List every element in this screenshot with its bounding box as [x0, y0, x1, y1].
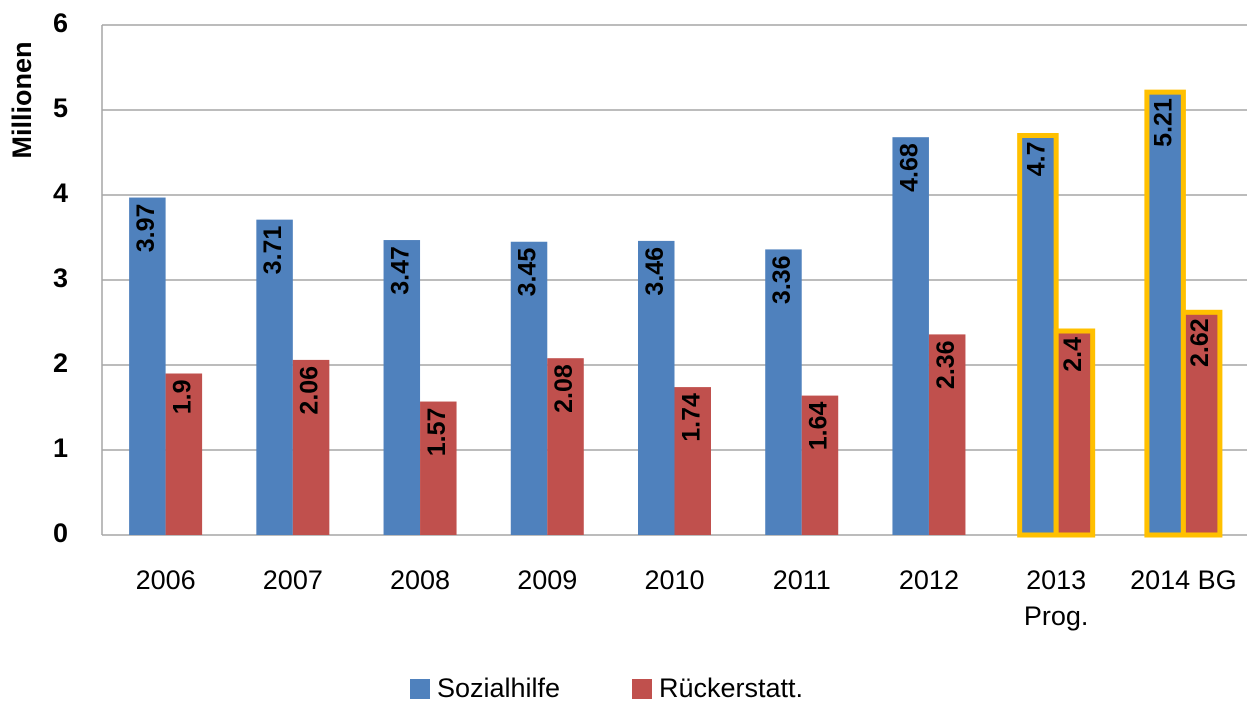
y-tick-label: 3 — [53, 263, 68, 293]
x-tick-label: 2011 — [772, 565, 831, 595]
value-label: 3.97 — [132, 204, 160, 253]
value-label: 2.4 — [1059, 337, 1087, 372]
bar — [547, 358, 584, 535]
legend-swatch — [410, 679, 430, 699]
x-tick-label: 2007 — [262, 565, 323, 595]
value-label: 3.46 — [641, 247, 669, 296]
x-tick-label: 2013 Prog. — [1023, 565, 1089, 631]
value-label: 2.62 — [1186, 318, 1214, 367]
y-tick-label: 2 — [53, 348, 68, 378]
value-label: 2.08 — [550, 364, 578, 413]
value-label: 1.64 — [805, 402, 833, 451]
value-label: 5.21 — [1150, 98, 1178, 147]
legend-swatch — [632, 679, 652, 699]
value-label: 3.71 — [259, 226, 287, 275]
y-tick-label: 1 — [53, 433, 68, 463]
bar — [1017, 133, 1059, 538]
y-tick-label: 6 — [53, 8, 68, 38]
bar — [383, 240, 421, 536]
x-tick-label: 2009 — [517, 565, 578, 595]
bar — [292, 359, 330, 535]
bar — [674, 387, 711, 535]
bar — [765, 249, 802, 535]
x-tick-label: 2010 — [644, 565, 705, 595]
bar — [256, 219, 293, 535]
value-label: 2.06 — [296, 366, 324, 415]
value-label: 4.7 — [1023, 142, 1051, 177]
y-tick-label: 4 — [53, 178, 68, 208]
value-label: 3.47 — [386, 246, 414, 295]
bar — [129, 197, 166, 536]
value-label: 3.45 — [514, 248, 542, 297]
bar — [892, 137, 929, 535]
bar — [638, 240, 675, 535]
value-label: 1.74 — [677, 393, 705, 442]
bar — [165, 373, 203, 535]
value-label: 3.36 — [768, 255, 796, 304]
x-tick-label: 2014 BG — [1130, 565, 1237, 595]
value-label: 1.57 — [423, 408, 451, 457]
x-tick-label: 2008 — [390, 565, 451, 595]
value-label: 1.9 — [168, 380, 196, 415]
bar — [510, 241, 548, 535]
legend-label: Sozialhilfe — [437, 673, 560, 702]
bar — [1053, 328, 1096, 538]
bar — [801, 395, 839, 535]
value-label: 2.36 — [932, 340, 960, 389]
bar — [420, 401, 457, 535]
y-axis-title: Millionen — [7, 42, 37, 159]
y-tick-label: 0 — [53, 518, 68, 548]
x-tick-label: 2012 — [898, 565, 959, 595]
value-label: 4.68 — [895, 143, 923, 192]
bar — [928, 334, 966, 535]
x-tick-label: 2006 — [135, 565, 196, 595]
bar — [1180, 309, 1223, 538]
y-tick-label: 5 — [53, 93, 68, 123]
legend-label: Rückerstatt. — [659, 673, 803, 702]
bar — [1144, 89, 1186, 538]
